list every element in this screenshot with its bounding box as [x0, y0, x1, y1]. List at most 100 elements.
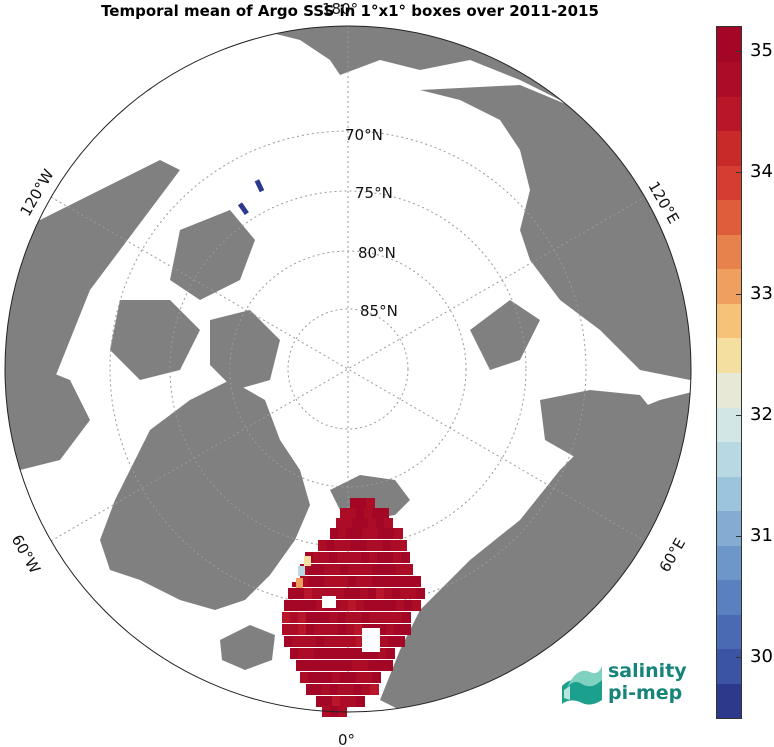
sss-cell — [404, 576, 413, 587]
sss-cell — [380, 636, 389, 647]
sss-cell — [298, 612, 307, 623]
sss-cell — [306, 624, 315, 635]
sss-cell — [356, 576, 365, 587]
sss-cell — [284, 636, 293, 647]
sss-cell — [362, 612, 371, 623]
sss-cell — [368, 518, 377, 529]
sss-cell — [404, 564, 413, 575]
sss-cell — [380, 508, 389, 519]
lat-label-85: 85°N — [360, 302, 398, 320]
colorbar-tick-label: 33 — [750, 282, 773, 304]
sss-cell — [300, 672, 309, 683]
sss-cell — [416, 588, 425, 599]
sss-cell — [308, 672, 317, 683]
sss-cell — [386, 612, 395, 623]
sss-gap — [290, 572, 300, 582]
sss-cell — [348, 600, 357, 611]
sss-cell — [324, 636, 333, 647]
land-baffin — [5, 360, 90, 470]
sss-cell — [401, 552, 410, 563]
sss-cell — [376, 588, 385, 599]
sss-cell — [370, 612, 379, 623]
sss-cell — [320, 660, 329, 671]
sss-cell — [296, 660, 305, 671]
sss-cell — [408, 588, 417, 599]
sss-cell — [388, 576, 397, 587]
sss-cell — [380, 564, 389, 575]
sss-cell — [328, 660, 337, 671]
sss-cell — [350, 540, 359, 551]
sss-cell — [394, 624, 403, 635]
colorbar-tick-mark — [736, 414, 742, 416]
sss-cell — [348, 636, 357, 647]
sss-cell — [368, 660, 377, 671]
sss-cell — [348, 696, 357, 707]
sss-cell — [384, 518, 393, 529]
sss-cell — [364, 672, 373, 683]
sss-data-layer[interactable] — [282, 498, 425, 717]
sss-cell — [386, 528, 395, 539]
land-arctic-islands-3 — [210, 310, 280, 390]
colorbar-segment — [717, 614, 741, 650]
sss-cell — [284, 600, 293, 611]
sss-cell — [356, 636, 365, 647]
lat-label-80: 80°N — [358, 244, 396, 262]
sss-cell — [306, 648, 315, 659]
colorbar — [716, 26, 742, 719]
sss-cell — [332, 696, 341, 707]
colorbar-tick-label: 35 — [750, 40, 773, 62]
sss-cell — [330, 528, 339, 539]
sss-cell — [340, 672, 349, 683]
sss-cell — [354, 528, 363, 539]
sss-cell — [354, 612, 363, 623]
sss-cell — [338, 684, 347, 695]
sss-cell — [326, 540, 335, 551]
sss-cell — [360, 660, 369, 671]
map-boundary — [4, 25, 692, 713]
sss-cell — [316, 600, 325, 611]
sss-cell — [368, 588, 377, 599]
sss-cell — [332, 600, 341, 611]
sss-cell — [290, 648, 299, 659]
sss-cell — [332, 564, 341, 575]
sss-cell — [304, 556, 311, 566]
sss-cell — [388, 564, 397, 575]
colorbar-segment — [717, 545, 741, 581]
sss-cell — [402, 624, 411, 635]
sss-cell — [353, 552, 362, 563]
sss-cell — [330, 612, 339, 623]
colorbar-segment — [717, 337, 741, 373]
sss-cell — [356, 672, 365, 683]
sss-cell — [386, 624, 395, 635]
lat-label-75: 75°N — [355, 184, 393, 202]
sss-cell — [392, 588, 401, 599]
sss-cell — [338, 612, 347, 623]
sss-cell — [332, 672, 341, 683]
sss-cell — [372, 600, 381, 611]
sss-cell — [346, 684, 355, 695]
sss-cell — [282, 612, 291, 623]
wave-logo-icon — [562, 666, 602, 705]
sss-cell — [364, 564, 373, 575]
sss-cell — [348, 564, 357, 575]
sss-cell — [378, 612, 387, 623]
sss-cell — [306, 612, 315, 623]
colorbar-segment — [717, 165, 741, 201]
sss-cell — [338, 648, 347, 659]
sss-cell — [314, 684, 323, 695]
sss-cell — [316, 636, 325, 647]
sss-cell — [300, 576, 309, 587]
sss-cell — [354, 648, 363, 659]
colorbar-tick-label: 31 — [750, 525, 773, 547]
sss-cell — [290, 612, 299, 623]
sss-cell — [338, 624, 347, 635]
lon-label-60e: 60°E — [656, 535, 690, 575]
sss-cell — [394, 612, 403, 623]
land-arctic-islands-1 — [170, 210, 255, 300]
sss-cell — [298, 566, 305, 576]
sss-cell — [316, 696, 325, 707]
sss-cell — [346, 648, 355, 659]
sss-cell — [324, 564, 333, 575]
sss-cell — [345, 552, 354, 563]
